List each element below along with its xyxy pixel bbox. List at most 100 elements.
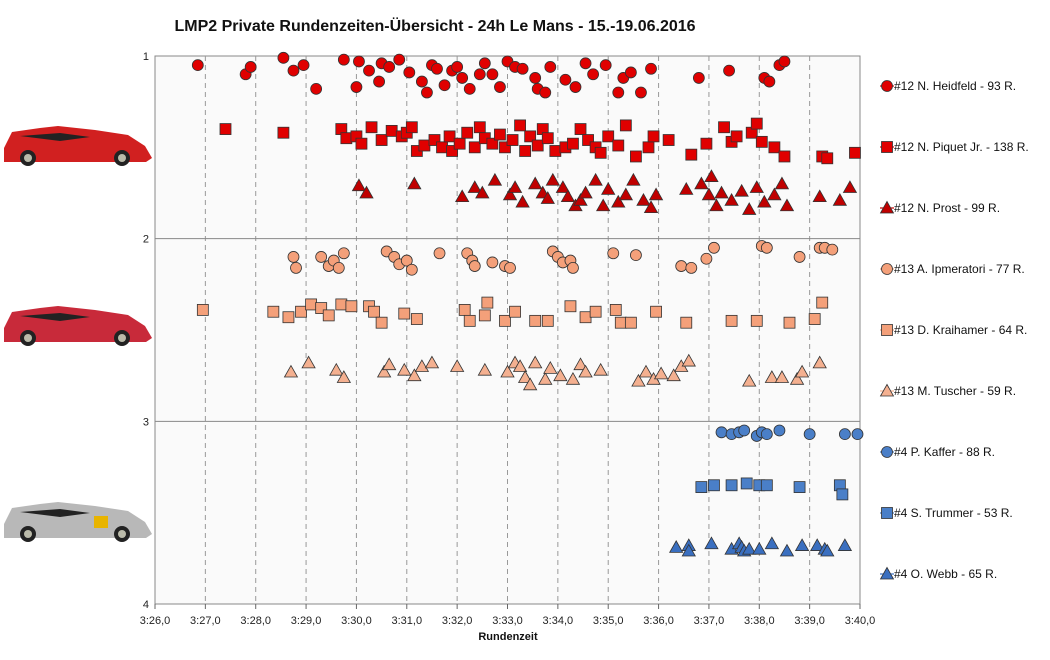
data-point [529, 314, 542, 327]
data-point [588, 172, 603, 186]
data-point [315, 251, 328, 263]
data-point [473, 121, 486, 134]
data-point [569, 81, 582, 93]
data-point [301, 355, 316, 369]
data-point [410, 313, 423, 325]
data-point [768, 141, 781, 154]
x-tick-label: 3:31,0 [391, 615, 422, 627]
data-point [549, 145, 562, 157]
data-point [778, 55, 791, 68]
data-point [752, 541, 767, 555]
y-tick-label: 3 [143, 416, 149, 428]
data-point [196, 304, 209, 316]
data-point [398, 307, 411, 320]
data-point [750, 117, 763, 130]
data-point [704, 536, 719, 550]
data-point [573, 357, 588, 371]
data-point [695, 481, 708, 493]
data-point [630, 249, 642, 262]
legend-marker [879, 200, 895, 214]
data-point [579, 57, 592, 70]
data-point [512, 359, 528, 372]
data-point [424, 355, 440, 369]
legend-label: #13 A. Ipmeratori - 77 R. [894, 262, 1025, 276]
x-axis-ticks: 3:26,0 3:27,0 3:28,0 3:29,0 3:30,0 3:31,0 3:32… [140, 604, 875, 627]
data-point [487, 172, 503, 186]
data-point [578, 364, 593, 378]
data-point [559, 73, 572, 86]
data-point [315, 302, 328, 314]
data-point [779, 543, 795, 557]
data-point [375, 316, 388, 329]
data-point [612, 86, 625, 99]
data-point [626, 172, 641, 186]
data-point [528, 176, 543, 190]
data-point [587, 68, 600, 81]
data-point [681, 543, 696, 557]
data-point [418, 139, 431, 152]
data-point [826, 243, 839, 256]
legend-label: #4 O. Webb - 65 R. [894, 567, 997, 581]
data-point [669, 540, 684, 553]
data-point [337, 247, 350, 260]
data-point [679, 182, 694, 195]
data-point [593, 362, 608, 376]
data-points [191, 51, 864, 557]
data-point [734, 183, 749, 197]
data-point [849, 146, 861, 159]
data-point [519, 145, 532, 157]
legend: #12 N. Heidfeld - 93 R. #12 N. Piquet Jr.… [879, 79, 1029, 581]
legend-marker [881, 80, 893, 92]
data-point [540, 191, 555, 204]
data-point [842, 180, 858, 193]
x-tick-label: 3:37,0 [694, 615, 725, 627]
data-point [636, 192, 651, 206]
data-point [650, 305, 662, 318]
data-point [635, 86, 647, 99]
data-point [543, 361, 558, 374]
data-point [595, 198, 611, 212]
data-point [468, 141, 481, 154]
data-point [421, 86, 433, 99]
data-point [381, 357, 397, 371]
data-point [666, 368, 681, 382]
data-point [619, 119, 632, 132]
data-point [767, 187, 782, 201]
data-point [368, 305, 380, 318]
x-axis-title: Rundenzeit [478, 631, 538, 643]
x-tick-label: 3:30,0 [341, 615, 372, 627]
data-point [723, 64, 735, 77]
data-point [458, 304, 471, 316]
data-point [481, 296, 494, 309]
data-point [704, 169, 719, 182]
data-point [528, 355, 543, 369]
data-point [794, 364, 810, 378]
data-point [463, 82, 476, 95]
data-point [329, 362, 344, 376]
legend-marker [879, 566, 895, 580]
data-point [486, 256, 499, 269]
data-point [838, 428, 851, 441]
data-point [385, 124, 398, 137]
data-point [614, 316, 627, 329]
data-point [742, 541, 757, 555]
data-point [836, 488, 849, 501]
data-point [283, 364, 299, 378]
data-point [290, 261, 302, 274]
data-point [715, 426, 728, 439]
data-point [541, 314, 554, 327]
data-point [365, 121, 378, 134]
data-point [407, 368, 422, 382]
data-point [545, 172, 561, 186]
data-point [287, 64, 300, 77]
data-point [541, 132, 554, 145]
data-point [642, 141, 655, 154]
chart-title: LMP2 Private Rundenzeiten-Übersicht - 24… [174, 16, 695, 35]
data-point [645, 62, 657, 75]
data-point [708, 241, 720, 254]
data-point [336, 370, 352, 383]
data-point [305, 298, 318, 311]
data-point [507, 180, 523, 193]
data-point [477, 362, 493, 376]
data-point [544, 61, 557, 73]
